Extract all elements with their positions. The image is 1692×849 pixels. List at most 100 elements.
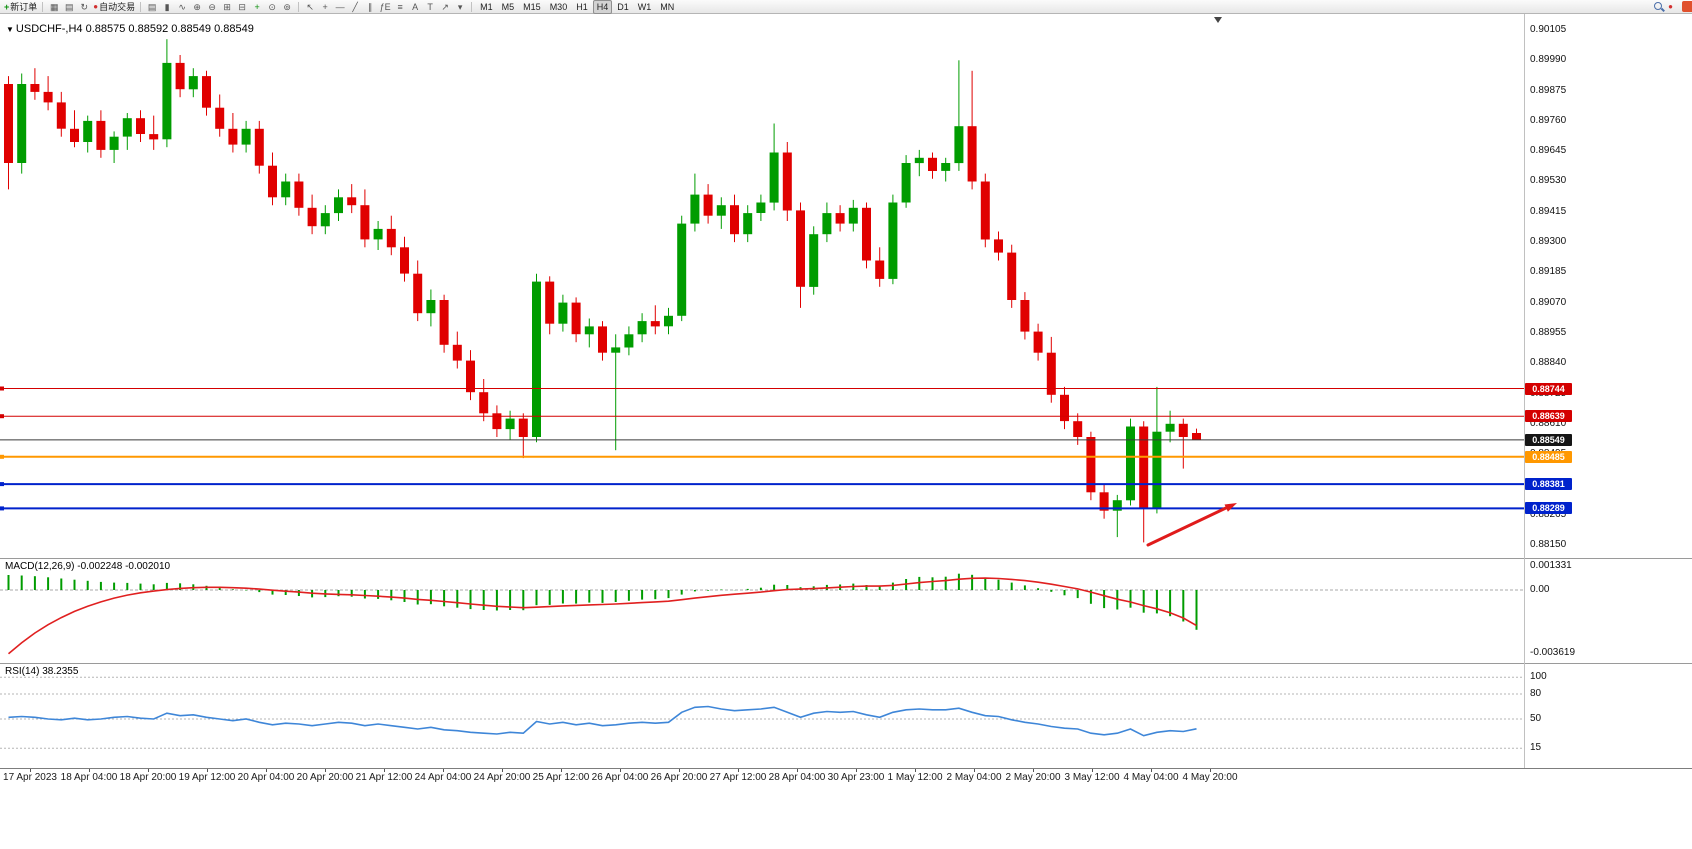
- horizontal-line-icon[interactable]: —: [335, 1, 345, 12]
- periods-icon[interactable]: ⊙: [268, 1, 276, 12]
- time-tick: [89, 769, 90, 772]
- time-axis-label: 21 Apr 12:00: [355, 772, 413, 783]
- price-axis-label: 0.89070: [1530, 296, 1567, 308]
- time-axis-label: 1 May 12:00: [887, 772, 943, 783]
- macd-axis-min: -0.003619: [1530, 647, 1576, 658]
- search-button[interactable]: [1653, 1, 1667, 13]
- time-axis-label: 26 Apr 20:00: [650, 772, 708, 783]
- timeframe-button-W1[interactable]: W1: [637, 1, 652, 12]
- price-axis-label: 0.88955: [1530, 326, 1567, 338]
- time-axis-label: 28 Apr 04:00: [768, 772, 826, 783]
- time-axis[interactable]: 17 Apr 2023 18 Apr 04:00 18 Apr 20:00 19 Ap…: [0, 768, 1692, 787]
- price-axis-label: 0.89530: [1530, 175, 1567, 187]
- fibonacci-icon[interactable]: ƒE: [379, 1, 391, 12]
- macd-pane-canvas[interactable]: [0, 559, 1692, 663]
- timeframe-button-MN[interactable]: MN: [660, 1, 675, 12]
- time-axis-label: 18 Apr 04:00: [60, 772, 118, 783]
- price-tag-0.88485: 0.88485: [1525, 450, 1572, 463]
- profiles-icon[interactable]: ▤: [65, 1, 74, 12]
- main-chart-canvas[interactable]: [0, 14, 1692, 558]
- price-tag-0.88289: 0.88289: [1525, 502, 1572, 515]
- time-tick: [620, 769, 621, 772]
- price-scale-border: [1524, 14, 1525, 768]
- hline-anchor[interactable]: [0, 414, 4, 419]
- time-axis-label: 4 May 20:00: [1182, 772, 1238, 783]
- hline-anchor[interactable]: [0, 454, 4, 459]
- arrow-annotation[interactable]: [1146, 505, 1230, 547]
- hline-anchor[interactable]: [0, 506, 4, 511]
- channel-icon[interactable]: ∥: [367, 1, 373, 12]
- auto-trading-label: 自动交易: [99, 2, 136, 12]
- cursor-icon[interactable]: ↖: [306, 1, 314, 12]
- price-tag-0.88549: 0.88549: [1525, 433, 1572, 446]
- templates-icon[interactable]: ⊚: [283, 1, 291, 12]
- pane-separator[interactable]: [0, 558, 1692, 559]
- timeframe-button-M5[interactable]: M5: [501, 1, 515, 12]
- symbol-info: ▼ USDCHF-,H4 0.88575 0.88592 0.88549 0.88…: [6, 23, 254, 35]
- rsi-axis-80: 80: [1530, 688, 1542, 699]
- price-axis-label: 0.88610: [1530, 417, 1567, 429]
- time-tick: [974, 769, 975, 772]
- hline-anchor[interactable]: [0, 386, 4, 391]
- time-tick: [266, 769, 267, 772]
- time-tick: [1210, 769, 1211, 772]
- tile-windows-icon[interactable]: ⊞: [223, 1, 231, 12]
- timeframe-button-M15[interactable]: M15: [523, 1, 541, 12]
- bar-chart-icon[interactable]: ▤: [147, 1, 157, 12]
- crosshair-icon[interactable]: +: [322, 1, 328, 12]
- cascade-windows-icon[interactable]: ⊟: [238, 1, 246, 12]
- time-axis-label: 18 Apr 20:00: [119, 772, 177, 783]
- time-axis-label: 24 Apr 04:00: [414, 772, 472, 783]
- price-axis-label: 0.88150: [1530, 539, 1567, 550]
- rsi-axis-50: 50: [1530, 713, 1542, 724]
- candlestick-icon[interactable]: ▮: [164, 1, 170, 12]
- trendline-icon[interactable]: ╱: [352, 1, 358, 12]
- text-label-icon[interactable]: T: [427, 1, 433, 12]
- auto-trading-button[interactable]: ● 自动交易: [92, 1, 136, 13]
- chart-shift-marker[interactable]: [1214, 17, 1222, 23]
- time-axis-label: 26 Apr 04:00: [591, 772, 649, 783]
- toolbar-separator: [42, 1, 44, 12]
- charts-icon[interactable]: ▦: [50, 1, 59, 12]
- timeframe-button-D1[interactable]: D1: [617, 1, 629, 12]
- text-icon[interactable]: A: [412, 1, 419, 12]
- time-tick: [679, 769, 680, 772]
- line-chart-icon[interactable]: ∿: [178, 1, 186, 12]
- arrow-annotation-head[interactable]: [1224, 503, 1238, 512]
- time-axis-label: 30 Apr 23:00: [827, 772, 885, 783]
- shapes-icon[interactable]: ≡: [397, 1, 403, 12]
- zoom-out-icon[interactable]: ⊖: [208, 1, 216, 12]
- symbol-title: USDCHF-,H4: [15, 23, 83, 35]
- timeframe-button-H4[interactable]: H4: [592, 0, 613, 14]
- arrow-tool-icon[interactable]: ↗: [441, 1, 449, 12]
- indicators-icon[interactable]: +: [254, 1, 260, 12]
- price-axis-label: 0.89875: [1530, 84, 1567, 96]
- price-axis-label: 0.88265: [1530, 508, 1567, 520]
- new-order-button[interactable]: + 新订单: [3, 1, 38, 13]
- refresh-icon[interactable]: ↻: [80, 1, 89, 12]
- main-toolbar: + 新订单 ▦ ▤ ↻ ● 自动交易 ▤ ▮ ∿ ⊕ ⊖ ⊞ ⊟ + ⊙ ⊚ ↖ + — ╱ ∥ ƒE ≡ A T ↗ ▾…: [0, 0, 1692, 14]
- rsi-line: [8, 705, 1197, 737]
- symbol-dropdown-icon[interactable]: ▼: [6, 25, 14, 34]
- candlestick-series: [4, 39, 1201, 543]
- hline-anchor[interactable]: [0, 482, 4, 487]
- dropdown-icon[interactable]: ▾: [457, 1, 463, 12]
- price-axis-label: 0.89760: [1530, 114, 1567, 126]
- price-axis-label: 0.88840: [1530, 357, 1567, 369]
- macd-axis-max: 0.001331: [1530, 560, 1572, 571]
- timeframe-button-M1[interactable]: M1: [480, 1, 493, 12]
- zoom-in-icon[interactable]: ⊕: [193, 1, 201, 12]
- price-tag-0.88381: 0.88381: [1525, 478, 1572, 491]
- time-axis-label: 2 May 04:00: [946, 772, 1002, 783]
- timeframe-button-M30[interactable]: M30: [549, 1, 568, 12]
- rsi-pane-canvas[interactable]: [0, 664, 1692, 768]
- time-tick: [1092, 769, 1093, 772]
- pane-separator[interactable]: [0, 663, 1692, 664]
- toolbar-separator: [140, 1, 142, 12]
- price-axis-label: 0.90105: [1530, 24, 1567, 35]
- timeframe-button-H1[interactable]: H1: [576, 1, 588, 12]
- time-axis-label: 19 Apr 12:00: [178, 772, 236, 783]
- notification-icon[interactable]: ●: [1668, 2, 1673, 11]
- corner-badge-icon: [1682, 1, 1692, 12]
